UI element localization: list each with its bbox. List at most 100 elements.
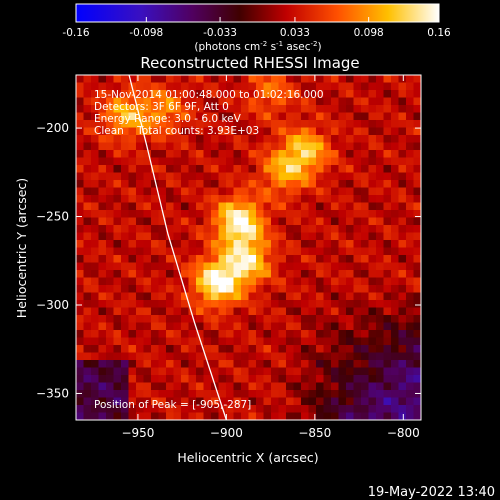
heatmap-cell (166, 105, 174, 113)
heatmap-cell (293, 150, 302, 158)
heatmap-cell (398, 97, 407, 106)
heatmap-cell (368, 225, 377, 233)
heatmap-cell (323, 150, 332, 158)
heatmap-cell (376, 157, 384, 166)
heatmap-cell (308, 97, 317, 106)
heatmap-cell (158, 412, 167, 420)
heatmap-cell (316, 172, 324, 181)
heatmap-cell (361, 135, 369, 143)
timestamp: 19-May-2022 13:40 (368, 485, 495, 500)
heatmap-cell (106, 202, 114, 211)
heatmap-cell (151, 337, 159, 346)
heatmap-cell (278, 165, 287, 173)
heatmap-cell (91, 412, 99, 420)
heatmap-cell (128, 360, 137, 368)
heatmap-cell (121, 397, 129, 406)
heatmap-cell (368, 360, 377, 368)
heatmap-cell (113, 247, 122, 256)
heatmap-cell (406, 337, 414, 346)
heatmap-cell (166, 135, 174, 143)
heatmap-cell (121, 277, 129, 286)
heatmap-cell (323, 412, 332, 420)
heatmap-cell (406, 405, 414, 413)
heatmap-cell (98, 322, 107, 331)
heatmap-cell (398, 360, 407, 368)
heatmap-cell (323, 322, 332, 331)
heatmap-cell (248, 217, 257, 226)
heatmap-cell (338, 150, 347, 158)
heatmap-cell (286, 142, 294, 151)
heatmap-cell (113, 277, 122, 286)
heatmap-cell (196, 255, 204, 263)
heatmap-cell (203, 405, 212, 413)
heatmap-cell (346, 195, 354, 203)
y-axis-label: Heliocentric Y (arcsec) (14, 178, 29, 318)
heatmap-cell (218, 300, 227, 308)
heatmap-cell (316, 82, 324, 91)
heatmap-cell (143, 105, 152, 113)
heatmap-cell (248, 390, 257, 398)
heatmap-cell (226, 240, 234, 248)
heatmap-cell (136, 195, 144, 203)
heatmap-cell (166, 405, 174, 413)
heatmap-cell (98, 112, 107, 121)
heatmap-cell (301, 375, 309, 383)
heatmap-cell (218, 210, 227, 218)
heatmap-cell (316, 240, 324, 248)
heatmap-cell (361, 240, 369, 248)
heatmap-cell (226, 405, 234, 413)
heatmap-cell (353, 97, 362, 106)
heatmap-cell (376, 187, 384, 196)
heatmap-cell (376, 180, 384, 188)
heatmap-cell (218, 367, 227, 376)
heatmap-cell (196, 172, 204, 181)
heatmap-cell (376, 307, 384, 316)
heatmap-cell (151, 247, 159, 256)
heatmap-cell (353, 165, 362, 173)
heatmap-cell (406, 82, 414, 91)
heatmap-cell (316, 135, 324, 143)
heatmap-cell (338, 390, 347, 398)
heatmap-cell (316, 120, 324, 128)
heatmap-cell (361, 300, 369, 308)
heatmap-cell (91, 292, 99, 301)
heatmap-cell (308, 412, 317, 420)
x-tick-label: −950 (121, 426, 154, 440)
heatmap-cell (166, 157, 174, 166)
heatmap-cell (203, 157, 212, 166)
heatmap-cell (203, 375, 212, 383)
heatmap-cell (233, 210, 242, 218)
heatmap-cell (181, 120, 189, 128)
heatmap-cell (353, 277, 362, 286)
heatmap-cell (293, 240, 302, 248)
heatmap-cell (166, 120, 174, 128)
annotations: 15-Nov-2014 01:00:48.000 to 01:02:16.000… (94, 89, 324, 411)
heatmap-cell (316, 277, 324, 286)
heatmap-cell (188, 75, 197, 83)
heatmap-cell (271, 240, 279, 248)
heatmap-cell (353, 352, 362, 361)
heatmap-cell (121, 240, 129, 248)
heatmap-cell (256, 300, 264, 308)
heatmap-cell (151, 285, 159, 293)
heatmap-cell (263, 172, 272, 181)
heatmap-cell (406, 345, 414, 353)
heatmap-cell (286, 412, 294, 420)
heatmap-cell (316, 165, 324, 173)
heatmap-cell (368, 105, 377, 113)
heatmap-cell (136, 210, 144, 218)
heatmap-cell (241, 247, 249, 256)
heatmap-cell (383, 345, 392, 353)
heatmap-cell (368, 127, 377, 136)
heatmap-cell (196, 322, 204, 331)
heatmap-cell (256, 75, 264, 83)
heatmap-cell (113, 337, 122, 346)
heatmap-cell (218, 142, 227, 151)
heatmap-cell (406, 90, 414, 98)
heatmap-cell (398, 187, 407, 196)
heatmap-cell (338, 232, 347, 241)
heatmap-cell (331, 405, 339, 413)
heatmap-cell (233, 240, 242, 248)
heatmap-cell (136, 405, 144, 413)
heatmap-cell (338, 112, 347, 121)
